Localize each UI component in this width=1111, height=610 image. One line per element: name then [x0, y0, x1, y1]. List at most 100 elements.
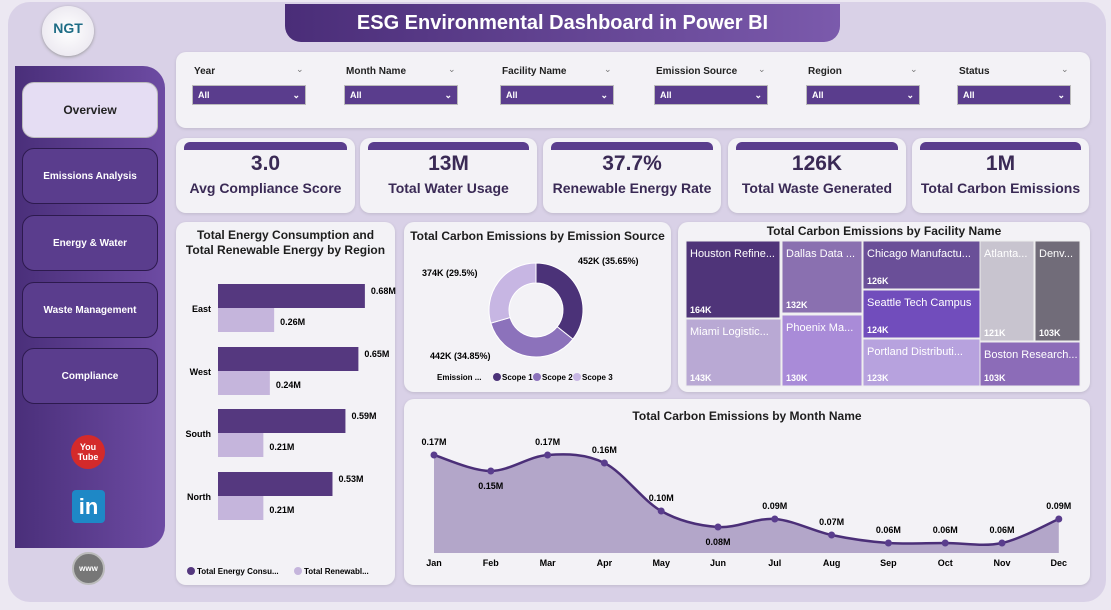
logo-text: NGT — [53, 20, 83, 36]
point-label: 0.06M — [933, 525, 958, 535]
kpi-accent — [920, 142, 1081, 150]
kpi-label: Total Waste Generated — [741, 180, 893, 196]
kpi-card: 1M Total Carbon Emissions — [912, 138, 1089, 213]
kpi-accent — [368, 142, 529, 150]
chevron-down-icon[interactable]: ⌄ — [448, 64, 456, 74]
kpi-accent — [551, 142, 713, 150]
filter-month-name-dropdown[interactable]: All ⌄ — [344, 85, 458, 105]
x-tick-label: Feb — [483, 558, 500, 568]
x-tick-label: Sep — [880, 558, 897, 568]
kpi-accent — [736, 142, 898, 150]
chart-title: Total Carbon Emissions by Emission Sourc… — [410, 229, 665, 243]
bar-data-label: 0.21M — [269, 505, 294, 515]
chart-title: Total Carbon Emissions by Month Name — [632, 409, 862, 423]
energy-by-region-card: Total Energy Consumption and Total Renew… — [176, 222, 395, 585]
legend-marker — [573, 373, 581, 381]
data-point — [771, 515, 779, 523]
treemap-tile — [685, 318, 782, 387]
treemap-tile — [979, 240, 1035, 342]
chevron-down-icon[interactable]: ⌄ — [1061, 64, 1069, 74]
donut-slice — [535, 262, 584, 340]
nav-overview[interactable]: Overview — [22, 82, 158, 138]
point-label: 0.07M — [819, 517, 844, 527]
treemap-label: Dallas Data ... — [786, 248, 855, 260]
kpi-value: 1M — [985, 152, 1016, 175]
chevron-down-icon: ⌄ — [600, 90, 608, 100]
data-point — [714, 523, 722, 531]
point-label: 0.06M — [989, 525, 1014, 535]
chevron-down-icon[interactable]: ⌄ — [910, 64, 918, 74]
treemap-label: Phoenix Ma... — [786, 322, 853, 334]
nav-waste-management[interactable]: Waste Management — [22, 282, 158, 338]
filter-emission-source-dropdown[interactable]: All ⌄ — [654, 85, 768, 105]
nav-emissions-analysis[interactable]: Emissions Analysis — [22, 148, 158, 204]
donut-slice — [490, 316, 574, 358]
x-tick-label: Apr — [597, 558, 613, 568]
legend-label: Scope 3 — [582, 373, 613, 382]
x-tick-label: Jun — [710, 558, 726, 568]
kpi-value: 13M — [428, 152, 469, 175]
treemap-label: Boston Research... — [984, 349, 1078, 361]
bar — [218, 371, 270, 395]
bar-data-label: 0.59M — [351, 411, 376, 421]
kpi-value: 37.7% — [602, 152, 662, 175]
treemap-label: Seattle Tech Campus — [867, 297, 972, 309]
filter-status-dropdown[interactable]: All ⌄ — [957, 85, 1071, 105]
bar — [218, 496, 264, 520]
filter-year-dropdown[interactable]: All ⌄ — [192, 85, 306, 105]
bar-data-label: 0.65M — [364, 349, 389, 359]
kpi-label: Total Carbon Emissions — [920, 180, 1081, 196]
legend-label: Total Renewabl... — [304, 567, 369, 576]
treemap-label: Miami Logistic... — [690, 326, 769, 338]
linkedin-icon[interactable]: in — [72, 490, 105, 523]
slice-label: 452K (35.65%) — [578, 256, 639, 266]
chevron-down-icon: ⌄ — [906, 90, 914, 100]
website-icon[interactable]: www — [72, 552, 105, 585]
filter-label-facility-name: Facility Name — [502, 66, 567, 77]
nav-energy-water[interactable]: Energy & Water — [22, 215, 158, 271]
nav-compliance[interactable]: Compliance — [22, 348, 158, 404]
point-label: 0.17M — [535, 437, 560, 447]
slice-label: 374K (29.5%) — [422, 268, 478, 278]
filter-value: All — [198, 90, 210, 100]
treemap-value: 130K — [786, 373, 808, 383]
point-label: 0.17M — [421, 437, 446, 447]
filter-facility-name-dropdown[interactable]: All ⌄ — [500, 85, 614, 105]
data-point — [1055, 515, 1063, 523]
treemap-tile — [979, 341, 1081, 387]
data-point — [600, 459, 608, 467]
legend-label: Scope 2 — [542, 373, 573, 382]
chevron-down-icon[interactable]: ⌄ — [604, 64, 612, 74]
data-point — [657, 507, 665, 515]
treemap-label: Atlanta... — [984, 248, 1027, 260]
slice-label: 442K (34.85%) — [430, 351, 491, 361]
treemap-value: 164K — [690, 305, 712, 315]
treemap-value: 103K — [984, 373, 1006, 383]
treemap-tile — [862, 338, 981, 387]
bar — [218, 472, 333, 496]
emission-source-card: Total Carbon Emissions by Emission Sourc… — [404, 222, 671, 392]
youtube-icon[interactable]: You Tube — [71, 435, 105, 469]
bar-data-label: 0.26M — [280, 317, 305, 327]
filter-value: All — [350, 90, 362, 100]
data-point — [828, 531, 836, 539]
bar — [218, 433, 264, 457]
data-point — [487, 467, 495, 475]
bar-category-label: South — [186, 429, 212, 439]
treemap-value: 121K — [984, 328, 1006, 338]
filter-region-dropdown[interactable]: All ⌄ — [806, 85, 920, 105]
bar-category-label: North — [187, 492, 211, 502]
bar-data-label: 0.24M — [276, 380, 301, 390]
kpi-label: Avg Compliance Score — [189, 180, 342, 196]
kpi-card: 126K Total Waste Generated — [728, 138, 906, 213]
chevron-down-icon[interactable]: ⌄ — [758, 64, 766, 74]
filter-value: All — [506, 90, 518, 100]
area-fill — [434, 454, 1059, 553]
x-tick-label: May — [652, 558, 670, 568]
chevron-down-icon[interactable]: ⌄ — [296, 64, 304, 74]
treemap-value: 143K — [690, 373, 712, 383]
point-label: 0.15M — [478, 481, 503, 491]
bar-data-label: 0.68M — [371, 286, 396, 296]
treemap-value: 126K — [867, 276, 889, 286]
kpi-card: 37.7% Renewable Energy Rate — [543, 138, 721, 213]
